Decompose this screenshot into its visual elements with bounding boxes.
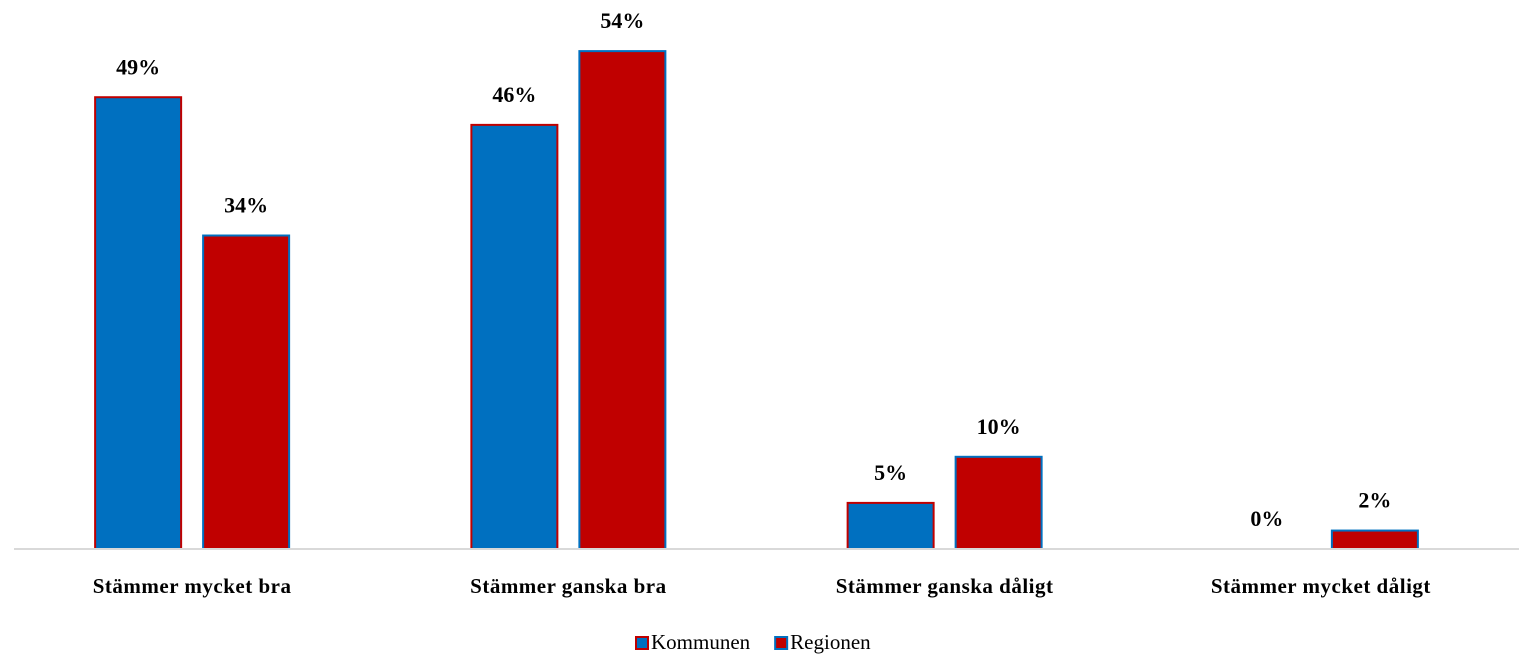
data-label: 49% [116, 54, 160, 79]
bar [94, 96, 183, 550]
legend-label: Kommunen [651, 630, 751, 654]
data-label: 5% [874, 460, 907, 485]
legend-label: Regionen [790, 630, 871, 654]
x-tick-label: Stämmer mycket dåligt [1211, 574, 1431, 598]
bar [1330, 529, 1419, 550]
data-label: 10% [977, 414, 1021, 439]
bar [578, 50, 667, 551]
data-label: 0% [1250, 506, 1283, 531]
data-label: 34% [224, 193, 268, 218]
bar [846, 501, 935, 550]
bar [202, 234, 291, 551]
x-tick-label: Stämmer ganska bra [470, 574, 666, 598]
legend-swatch [774, 636, 789, 650]
data-label: 46% [492, 82, 536, 107]
legend-swatch [635, 636, 649, 650]
data-label: 2% [1358, 488, 1391, 513]
x-tick-label: Stämmer ganska dåligt [836, 574, 1054, 598]
data-label: 54% [600, 8, 644, 33]
x-tick-label: Stämmer mycket bra [93, 574, 292, 598]
bar [954, 455, 1043, 550]
bar [470, 123, 559, 550]
